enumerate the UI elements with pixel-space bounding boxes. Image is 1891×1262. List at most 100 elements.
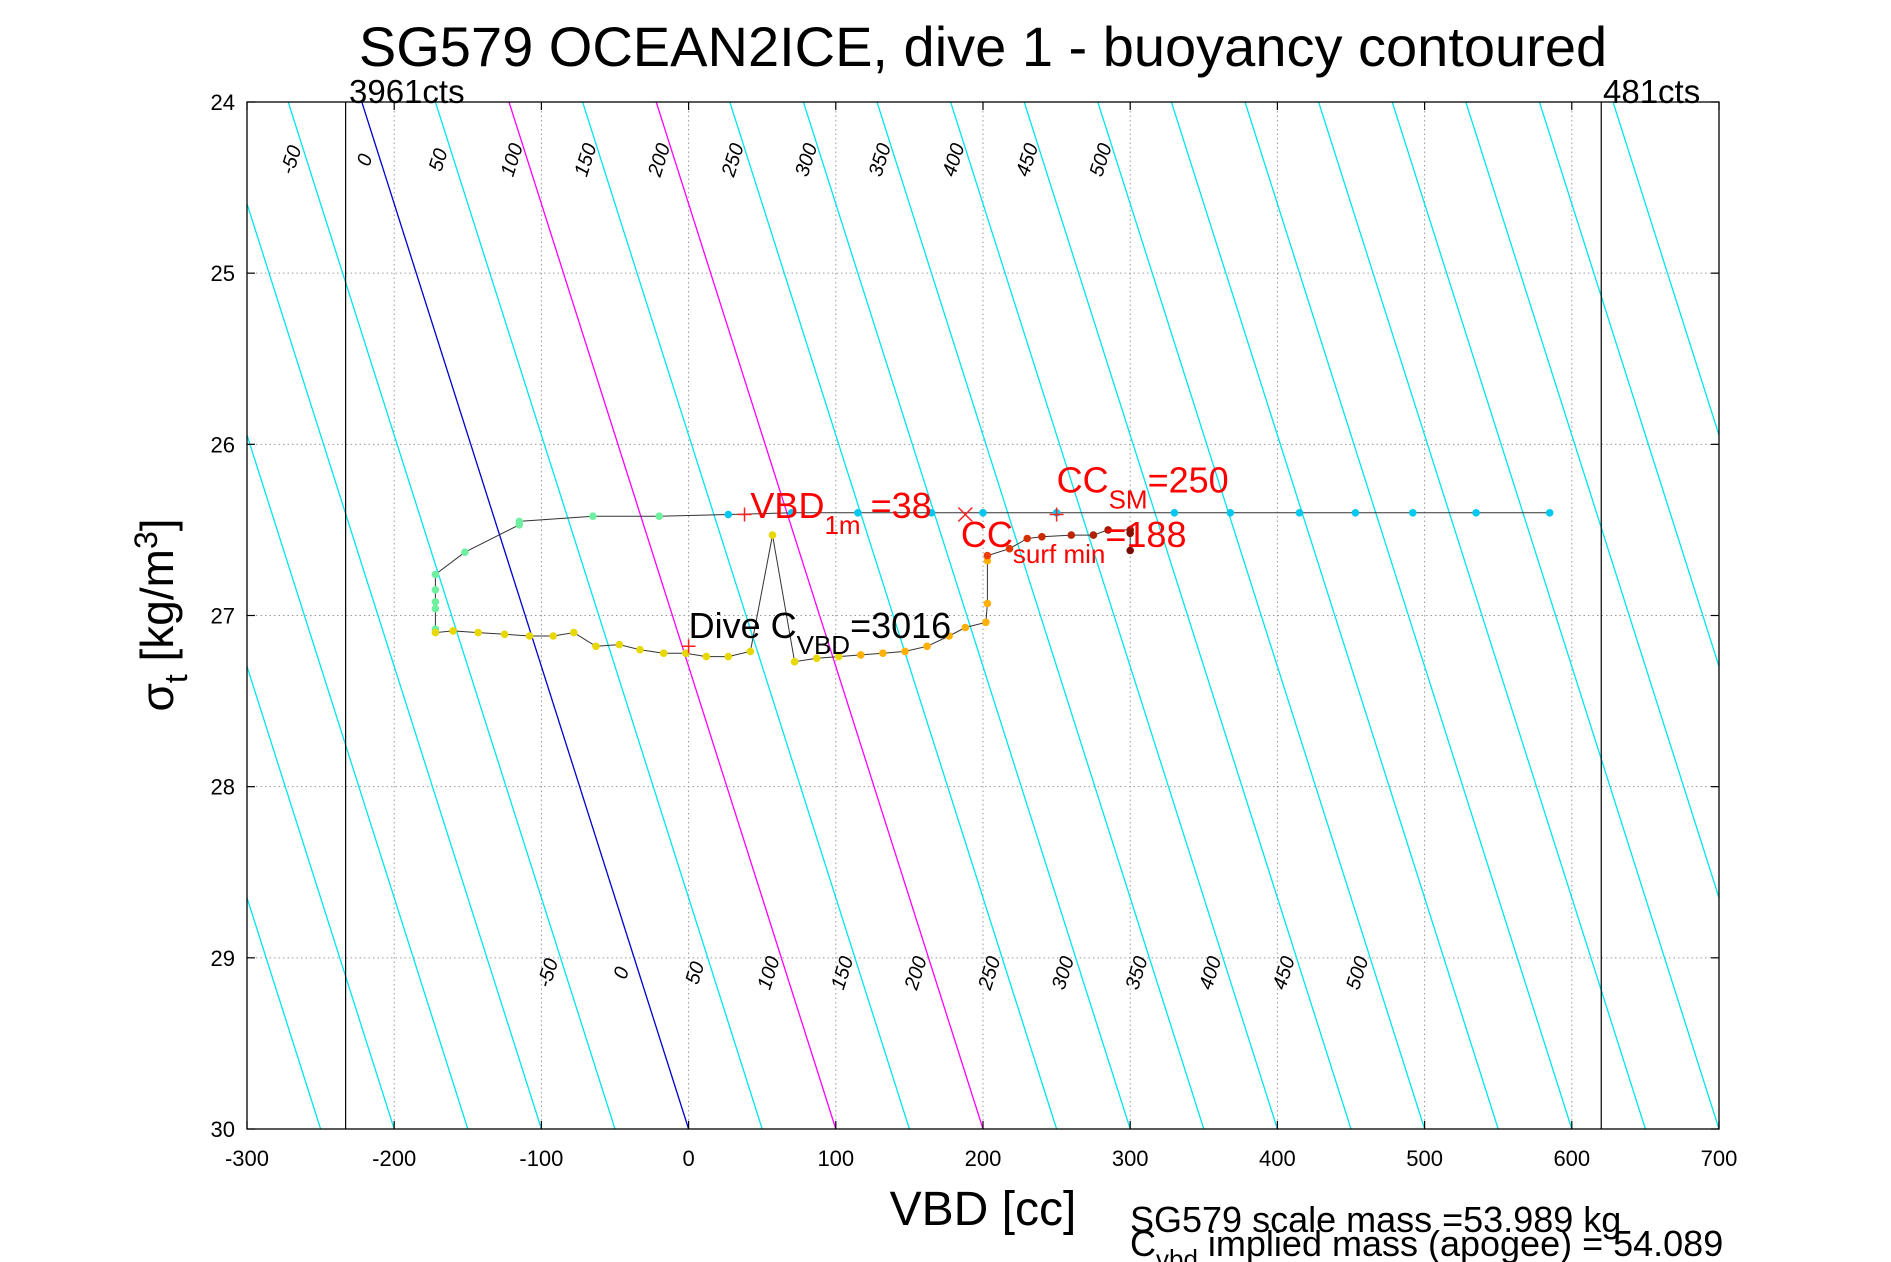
buoyancy-contour-lines [247, 102, 1719, 1129]
footer-implied-mass: Cvbd implied mass (apogee) = 54.089 [1130, 1223, 1723, 1262]
trajectory-point [746, 647, 755, 656]
trajectory-point [702, 652, 711, 661]
trajectory-point [927, 509, 936, 517]
annotation-part: surf min [1013, 539, 1105, 569]
trajectory-point [983, 551, 992, 560]
footer-scale-mass: SG579 scale mass =53.989 kg [1130, 1199, 1621, 1240]
y-tick-label: 26 [211, 432, 235, 457]
trajectory-point [431, 598, 440, 606]
trajectory-point [923, 642, 931, 651]
x-tick-label: -200 [372, 1146, 416, 1171]
trajectory-point [1005, 544, 1014, 553]
x-tick-label: 500 [1406, 1146, 1443, 1171]
x-tick-label: 0 [682, 1146, 694, 1171]
y-tick-label: 24 [211, 90, 235, 115]
trajectory-point [1067, 531, 1076, 539]
contour-line [247, 664, 395, 1129]
trajectory-point [983, 599, 992, 608]
annotation-part: 1m [824, 510, 860, 540]
x-tick-label: 100 [817, 1146, 854, 1171]
trajectory-point [879, 649, 887, 657]
contour-line [434, 102, 763, 1129]
footer-implied-mass-sub: vbd [1156, 1244, 1198, 1262]
contour-line [361, 102, 690, 1129]
trajectory-point [1545, 509, 1554, 517]
x-axis-label: VBD [cc] [890, 1183, 1077, 1236]
dive-trajectory [431, 509, 1554, 666]
trajectory-point [431, 628, 440, 637]
y-tick-label: 28 [211, 775, 235, 800]
contour-line [876, 102, 1205, 1129]
contour-line [729, 102, 1058, 1129]
contour-line [247, 201, 543, 1129]
trajectory-point [549, 632, 557, 640]
annotation-part: =3016 [850, 605, 951, 646]
trajectory-point [1104, 526, 1112, 534]
contour-line [247, 432, 469, 1129]
trajectory-point [790, 657, 799, 666]
annotation-part: =250 [1148, 459, 1229, 500]
annotation-part: SM [1109, 484, 1148, 514]
annotation-part: =188 [1105, 514, 1186, 555]
y-axis-label-sup: 3 [128, 531, 164, 549]
trajectory-point [945, 632, 953, 640]
top-left-counts-label: 3961cts [349, 73, 465, 110]
contour-line [1170, 102, 1499, 1129]
contour-line [1317, 102, 1647, 1129]
contour-line [247, 895, 322, 1129]
trajectory-point [1351, 509, 1360, 517]
trajectory-point [1409, 509, 1417, 517]
trajectory-point [961, 623, 970, 632]
trajectory-point [1126, 546, 1134, 555]
y-tick-label: 27 [211, 604, 235, 629]
contour-line [581, 102, 911, 1129]
trajectory-point [589, 512, 597, 520]
plus-marker [1049, 507, 1064, 522]
contour-line [802, 102, 1131, 1129]
trajectory-point [431, 586, 440, 594]
contour-line [655, 102, 984, 1129]
y-axis-label-sub: t [158, 674, 194, 683]
trajectory-point [1226, 509, 1235, 517]
contour-line [1097, 102, 1426, 1129]
trajectory-point [681, 649, 690, 657]
trajectory-point [1038, 533, 1046, 541]
contour-line [1391, 102, 1719, 1129]
plus-marker [737, 507, 752, 522]
vbd-limit-lines [345, 102, 1602, 1129]
trajectory-point [636, 645, 644, 654]
contour-line [1612, 102, 1719, 438]
x-tick-label: 300 [1112, 1146, 1149, 1171]
trajectory-point [592, 642, 600, 651]
annotation-vbd-1m: VBD1m =38 [750, 485, 931, 540]
y-axis-label-symbol: σ [131, 683, 183, 711]
annotation-cc-surf-min: CCsurf min=188 [961, 514, 1187, 569]
trajectory-point [431, 604, 440, 613]
x-tick-label: -300 [225, 1146, 269, 1171]
annotation-part: CC [961, 514, 1013, 555]
trajectory-point [615, 640, 624, 649]
trajectory-point [724, 510, 733, 519]
y-tick-label: 29 [211, 946, 235, 971]
contour-line [1465, 102, 1719, 900]
contour-line [949, 102, 1279, 1129]
y-axis-label-unit: [kg/m [131, 549, 183, 674]
y-tick-label: 30 [211, 1117, 235, 1142]
trajectory-point [768, 531, 777, 539]
trajectory-point [1089, 531, 1098, 539]
x-tick-label: 700 [1701, 1146, 1738, 1171]
top-right-counts-label: 481cts [1603, 73, 1700, 110]
trajectory-point [515, 521, 524, 529]
trajectory-point [1472, 509, 1480, 517]
y-axis-label-end: ] [131, 518, 183, 531]
trajectory-point [901, 647, 909, 656]
trajectory-point [1126, 529, 1134, 538]
contour-line [1244, 102, 1573, 1129]
trajectory-point [979, 509, 987, 517]
trajectory-point [812, 654, 821, 663]
trajectory-point [834, 652, 843, 661]
trajectory-point [724, 652, 733, 661]
x-tick-label: -100 [519, 1146, 563, 1171]
annotation-part: VBD [797, 630, 850, 660]
